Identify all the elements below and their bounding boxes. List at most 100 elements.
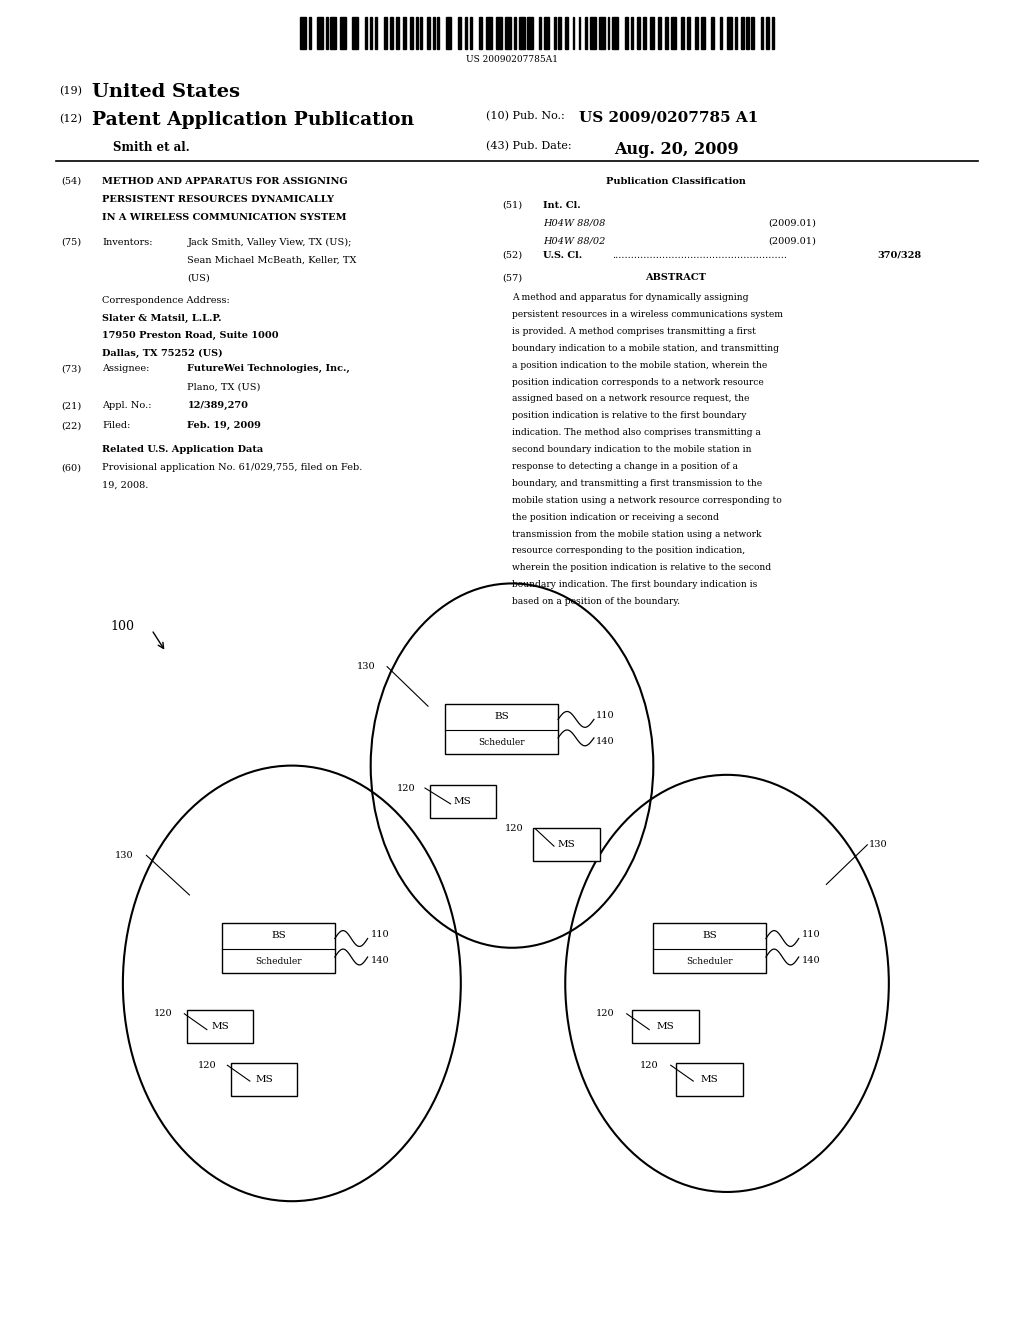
Text: 120: 120	[596, 1010, 614, 1018]
Bar	[585, 17, 587, 49]
Text: (43) Pub. Date:: (43) Pub. Date:	[486, 141, 572, 152]
Bar	[479, 17, 482, 49]
Bar	[365, 17, 367, 49]
Text: (12): (12)	[59, 114, 82, 124]
Bar	[390, 17, 393, 49]
Text: 110: 110	[802, 931, 820, 939]
Bar	[427, 17, 430, 49]
Text: Related U.S. Application Data: Related U.S. Application Data	[102, 445, 263, 454]
Text: response to detecting a change in a position of a: response to detecting a change in a posi…	[512, 462, 738, 471]
Text: H04W 88/08: H04W 88/08	[543, 218, 605, 227]
Text: FutureWei Technologies, Inc.,: FutureWei Technologies, Inc.,	[187, 364, 350, 374]
Bar	[430, 784, 496, 817]
Text: 100: 100	[111, 620, 134, 634]
Bar	[300, 17, 306, 49]
Bar	[370, 17, 372, 49]
Bar	[671, 17, 676, 49]
Text: (60): (60)	[61, 463, 82, 473]
Bar	[458, 17, 462, 49]
Text: Dallas, TX 75252 (US): Dallas, TX 75252 (US)	[102, 348, 223, 358]
Text: the position indication or receiving a second: the position indication or receiving a s…	[512, 512, 719, 521]
Bar	[402, 17, 407, 49]
Text: Slater & Matsil, L.L.P.: Slater & Matsil, L.L.P.	[102, 313, 222, 322]
Text: (2009.01): (2009.01)	[768, 218, 816, 227]
Text: position indication is relative to the first boundary: position indication is relative to the f…	[512, 412, 746, 420]
Bar	[631, 17, 633, 49]
Bar	[746, 17, 749, 49]
Text: 370/328: 370/328	[878, 251, 922, 260]
Text: 120: 120	[640, 1061, 658, 1069]
Text: ABSTRACT: ABSTRACT	[645, 273, 707, 282]
Bar	[231, 1064, 297, 1096]
Text: (10) Pub. No.:: (10) Pub. No.:	[486, 111, 565, 121]
Bar	[701, 17, 705, 49]
Bar	[650, 17, 653, 49]
Text: METHOD AND APPARATUS FOR ASSIGNING: METHOD AND APPARATUS FOR ASSIGNING	[102, 177, 348, 186]
Text: 140: 140	[802, 957, 820, 965]
Text: transmission from the mobile station using a network: transmission from the mobile station usi…	[512, 529, 762, 539]
Bar	[445, 704, 558, 754]
Text: US 20090207785A1: US 20090207785A1	[466, 55, 558, 65]
Text: A method and apparatus for dynamically assigning: A method and apparatus for dynamically a…	[512, 293, 749, 302]
Text: MS: MS	[700, 1076, 719, 1084]
Text: Filed:: Filed:	[102, 421, 131, 430]
Text: U.S. Cl.: U.S. Cl.	[543, 251, 582, 260]
Text: Publication Classification: Publication Classification	[606, 177, 745, 186]
Text: MS: MS	[454, 797, 472, 805]
Bar	[727, 17, 732, 49]
Text: MS: MS	[557, 841, 575, 849]
Bar	[186, 1011, 254, 1043]
Text: (73): (73)	[61, 364, 82, 374]
Text: wherein the position indication is relative to the second: wherein the position indication is relat…	[512, 564, 771, 573]
Text: 120: 120	[505, 825, 523, 833]
Bar	[751, 17, 755, 49]
Bar	[772, 17, 774, 49]
Text: (51): (51)	[502, 201, 522, 210]
Bar	[676, 1064, 743, 1096]
Bar	[761, 17, 763, 49]
Bar	[486, 17, 493, 49]
Bar	[544, 17, 549, 49]
Text: PERSISTENT RESOURCES DYNAMICALLY: PERSISTENT RESOURCES DYNAMICALLY	[102, 195, 335, 203]
Text: BS: BS	[702, 931, 717, 940]
Text: US 2009/0207785 A1: US 2009/0207785 A1	[579, 111, 758, 125]
Bar	[432, 17, 435, 49]
Bar	[420, 17, 423, 49]
Text: 140: 140	[596, 738, 614, 746]
Bar	[384, 17, 387, 49]
Bar	[326, 17, 328, 49]
Text: Sean Michael McBeath, Keller, TX: Sean Michael McBeath, Keller, TX	[187, 256, 357, 264]
Text: 19, 2008.: 19, 2008.	[102, 480, 148, 490]
Text: (19): (19)	[59, 86, 82, 96]
Text: second boundary indication to the mobile station in: second boundary indication to the mobile…	[512, 445, 752, 454]
Bar	[514, 17, 516, 49]
Bar	[643, 17, 646, 49]
Text: H04W 88/02: H04W 88/02	[543, 236, 605, 246]
Bar	[497, 17, 502, 49]
Text: (54): (54)	[61, 177, 82, 186]
Text: 110: 110	[371, 931, 389, 939]
Text: based on a position of the boundary.: based on a position of the boundary.	[512, 597, 680, 606]
Text: (57): (57)	[502, 273, 522, 282]
Text: (22): (22)	[61, 421, 82, 430]
Text: 130: 130	[115, 851, 133, 859]
Text: Scheduler: Scheduler	[686, 957, 733, 966]
Bar	[309, 17, 310, 49]
Bar	[681, 17, 684, 49]
Bar	[625, 17, 628, 49]
Text: assigned based on a network resource request, the: assigned based on a network resource req…	[512, 395, 750, 404]
Text: (US): (US)	[187, 273, 210, 282]
Bar	[505, 17, 511, 49]
Text: ........................................................: ........................................…	[612, 251, 787, 260]
Bar	[527, 17, 532, 49]
Text: 140: 140	[371, 957, 389, 965]
Text: Scheduler: Scheduler	[255, 957, 302, 966]
Text: Aug. 20, 2009: Aug. 20, 2009	[614, 141, 739, 158]
Bar	[720, 17, 722, 49]
Text: 17950 Preston Road, Suite 1000: 17950 Preston Road, Suite 1000	[102, 331, 279, 341]
Bar	[465, 17, 467, 49]
Text: boundary indication to a mobile station, and transmitting: boundary indication to a mobile station,…	[512, 343, 779, 352]
Text: Smith et al.: Smith et al.	[113, 141, 189, 154]
Bar	[317, 17, 323, 49]
Text: boundary indication. The first boundary indication is: boundary indication. The first boundary …	[512, 581, 758, 589]
